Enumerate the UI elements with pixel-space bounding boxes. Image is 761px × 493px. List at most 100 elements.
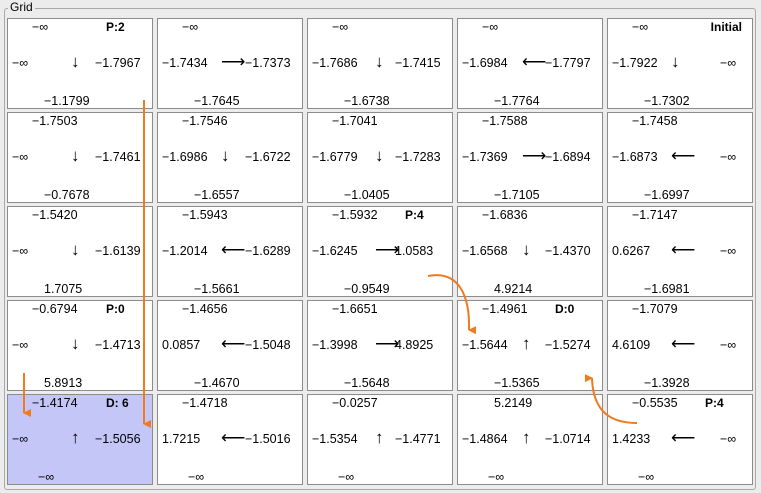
cell-bottom-value: 1.7075 xyxy=(44,282,83,296)
cell-left-value: −1.3998 xyxy=(312,338,358,352)
grid-cell-r0-c3[interactable]: −∞ −1.6984 ⟵ −1.7797 −1.7764 xyxy=(457,18,603,109)
grid-cell-r0-c2[interactable]: −∞ −1.7686 ↓ −1.7415 −1.6738 xyxy=(307,18,453,109)
cell-tag-label: D:0 xyxy=(555,302,575,316)
left-arrow-icon: ⟵ xyxy=(671,428,696,447)
cell-bottom-value: −1.1799 xyxy=(44,94,90,108)
grid-cell-r1-c1[interactable]: −1.7546 −1.6986 ↓ −1.6722 −1.6557 xyxy=(157,112,303,203)
cell-right-value: −∞ xyxy=(720,150,737,164)
up-arrow-icon: ↑ xyxy=(71,428,80,447)
grid-groupbox xyxy=(4,8,756,490)
cell-top-value: −∞ xyxy=(332,20,349,34)
down-arrow-icon: ↓ xyxy=(375,52,384,71)
cell-left-value: −1.6568 xyxy=(462,244,508,258)
cell-right-value: −1.5056 xyxy=(95,432,141,446)
grid-cell-r4-c2[interactable]: −0.0257 −1.5354 ↑ −1.4771 −∞ xyxy=(307,394,453,485)
left-arrow-icon: ⟵ xyxy=(671,240,696,259)
cell-top-value: 5.2149 xyxy=(494,396,533,410)
cell-top-value: −1.4718 xyxy=(182,396,228,410)
cell-top-value: −1.5932 xyxy=(332,208,378,222)
cell-right-value: −1.0714 xyxy=(545,432,591,446)
up-arrow-icon: ↑ xyxy=(375,428,384,447)
grid-cell-r1-c0[interactable]: −1.7503 −∞ ↓ −1.7461 −0.7678 xyxy=(7,112,153,203)
cell-right-value: 1.0583 xyxy=(395,244,434,258)
cell-right-value: −1.5274 xyxy=(545,338,591,352)
down-arrow-icon: ↓ xyxy=(71,146,80,165)
cell-right-value: −1.6289 xyxy=(245,244,291,258)
cell-left-value: −∞ xyxy=(12,244,29,258)
cell-top-value: −1.7147 xyxy=(632,208,678,222)
cell-bottom-value: −1.7645 xyxy=(194,94,240,108)
cell-tag-label: P:2 xyxy=(106,20,125,34)
grid-cell-r0-c4[interactable]: −∞ Initial −1.7922 ↓ −∞ −1.7302 xyxy=(607,18,753,109)
down-arrow-icon: ↓ xyxy=(375,146,384,165)
cell-left-value: −1.7369 xyxy=(462,150,508,164)
cell-bottom-value: −1.5365 xyxy=(494,376,540,390)
cell-bottom-value: −1.4670 xyxy=(194,376,240,390)
cell-right-value: −∞ xyxy=(720,338,737,352)
cell-left-value: −∞ xyxy=(12,338,29,352)
grid-cell-r2-c1[interactable]: −1.5943 −1.2014 ⟵ −1.6289 −1.5661 xyxy=(157,206,303,297)
cell-bottom-value: −∞ xyxy=(38,470,55,484)
grid-cell-r4-c4[interactable]: −0.5535 P:4 1.4233 ⟵ −∞ −∞ xyxy=(607,394,753,485)
cell-bottom-value: −∞ xyxy=(338,470,355,484)
down-arrow-icon: ↓ xyxy=(522,240,531,259)
cell-right-value: −1.7373 xyxy=(245,56,291,70)
grid-cell-r3-c0[interactable]: −0.6794 P:0 −∞ ↓ −1.4713 5.8913 xyxy=(7,300,153,391)
cell-tag-label: P:4 xyxy=(705,396,724,410)
cell-right-value: −1.6722 xyxy=(245,150,291,164)
cell-bottom-value: −∞ xyxy=(488,470,505,484)
grid-cell-r4-c0[interactable]: −1.4174 D: 6 −∞ ↑ −1.5056 −∞ xyxy=(7,394,153,485)
cell-left-value: −1.7922 xyxy=(612,56,658,70)
cell-right-value: −∞ xyxy=(720,432,737,446)
down-arrow-icon: ↓ xyxy=(71,240,80,259)
cell-top-value: −1.5943 xyxy=(182,208,228,222)
cell-top-value: −1.4961 xyxy=(482,302,528,316)
grid-cell-r4-c3[interactable]: 5.2149 −1.4864 ↑ −1.0714 −∞ xyxy=(457,394,603,485)
grid-cell-r0-c0[interactable]: −∞ P:2 −∞ ↓ −1.7967 −1.1799 xyxy=(7,18,153,109)
cell-bottom-value: 4.9214 xyxy=(494,282,533,296)
grid-cell-r1-c3[interactable]: −1.7588 −1.7369 ⟶ −1.6894 −1.7105 xyxy=(457,112,603,203)
cell-bottom-value: −∞ xyxy=(638,470,655,484)
cell-right-value: −∞ xyxy=(720,244,737,258)
cell-bottom-value: −1.5661 xyxy=(194,282,240,296)
grid-cell-r3-c4[interactable]: −1.7079 4.6109 ⟵ −∞ −1.3928 xyxy=(607,300,753,391)
cell-right-value: −1.6894 xyxy=(545,150,591,164)
cell-bottom-value: −1.6997 xyxy=(644,188,690,202)
cell-top-value: −∞ xyxy=(632,20,649,34)
cell-left-value: −1.4864 xyxy=(462,432,508,446)
grid-cell-r2-c2[interactable]: −1.5932 P:4 −1.6245 ⟶ 1.0583 −0.9549 xyxy=(307,206,453,297)
left-arrow-icon: ⟵ xyxy=(671,334,696,353)
cell-left-value: 1.4233 xyxy=(612,432,651,446)
cell-left-value: −1.6779 xyxy=(312,150,358,164)
cell-top-value: −∞ xyxy=(32,20,49,34)
cell-bottom-value: −1.5648 xyxy=(344,376,390,390)
left-arrow-icon: ⟵ xyxy=(671,146,696,165)
cell-left-value: −1.2014 xyxy=(162,244,208,258)
grid-cell-r2-c4[interactable]: −1.7147 0.6267 ⟵ −∞ −1.6981 xyxy=(607,206,753,297)
cell-right-value: −1.5048 xyxy=(245,338,291,352)
left-arrow-icon: ⟵ xyxy=(522,52,547,71)
cell-bottom-value: −∞ xyxy=(188,470,205,484)
grid-cell-r3-c1[interactable]: −1.4656 0.0857 ⟵ −1.5048 −1.4670 xyxy=(157,300,303,391)
cell-right-value: −1.6139 xyxy=(95,244,141,258)
cell-bottom-value: −1.6738 xyxy=(344,94,390,108)
cell-tag-label: D: 6 xyxy=(106,396,129,410)
grid-cell-r2-c3[interactable]: −1.6836 −1.6568 ↓ −1.4370 4.9214 xyxy=(457,206,603,297)
right-arrow-icon: ⟶ xyxy=(221,52,246,71)
grid-cell-r3-c3[interactable]: −1.4961 D:0 −1.5644 ↑ −1.5274 −1.5365 xyxy=(457,300,603,391)
grid-cell-r1-c2[interactable]: −1.7041 −1.6779 ↓ −1.7283 −1.0405 xyxy=(307,112,453,203)
grid-cell-r4-c1[interactable]: −1.4718 1.7215 ⟵ −1.5016 −∞ xyxy=(157,394,303,485)
grid-cell-r0-c1[interactable]: −∞ −1.7434 ⟶ −1.7373 −1.7645 xyxy=(157,18,303,109)
cell-left-value: −∞ xyxy=(12,56,29,70)
down-arrow-icon: ↓ xyxy=(71,52,80,71)
grid-cell-r1-c4[interactable]: −1.7458 −1.6873 ⟵ −∞ −1.6997 xyxy=(607,112,753,203)
left-arrow-icon: ⟵ xyxy=(221,428,246,447)
cell-left-value: −1.7434 xyxy=(162,56,208,70)
grid-cell-r3-c2[interactable]: −1.6651 −1.3998 ⟶ 4.8925 −1.5648 xyxy=(307,300,453,391)
up-arrow-icon: ↑ xyxy=(522,334,531,353)
cell-left-value: −1.7686 xyxy=(312,56,358,70)
cell-left-value: −1.6984 xyxy=(462,56,508,70)
cell-left-value: 4.6109 xyxy=(612,338,651,352)
grid-cell-r2-c0[interactable]: −1.5420 −∞ ↓ −1.6139 1.7075 xyxy=(7,206,153,297)
cell-right-value: −1.7283 xyxy=(395,150,441,164)
